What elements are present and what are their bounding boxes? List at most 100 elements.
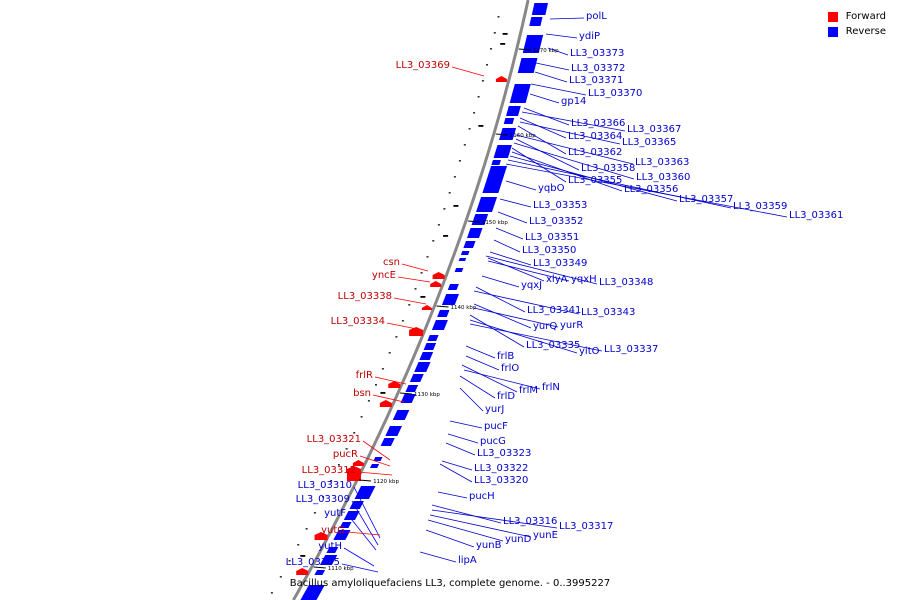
forward-gene-arrow xyxy=(352,460,364,466)
tick-mark xyxy=(380,392,386,394)
forward-gene-arrow xyxy=(388,381,401,388)
reverse-gene-label: yqxJ xyxy=(521,280,542,291)
reverse-leader-line xyxy=(427,519,504,542)
strand-dot xyxy=(395,336,398,338)
reverse-gene-label: pucH xyxy=(469,491,495,502)
reverse-gene-label: yurJ xyxy=(485,404,504,415)
reverse-gene-block xyxy=(460,251,470,255)
reverse-leader-line xyxy=(429,514,532,538)
strand-dot xyxy=(453,176,456,178)
reverse-leader-line xyxy=(465,355,500,371)
scale-tick xyxy=(313,566,326,569)
reverse-leader-line xyxy=(535,62,570,71)
tick-mark xyxy=(453,205,459,207)
legend-label-reverse: Reverse xyxy=(845,26,886,37)
forward-leader-line xyxy=(357,471,393,476)
reverse-gene-label: LL3_03358 xyxy=(581,163,635,174)
forward-gene-label: yutG xyxy=(321,525,345,536)
scale-tick xyxy=(518,48,531,51)
reverse-leader-line xyxy=(517,125,567,155)
forward-gene-label: LL3_03310 xyxy=(298,480,352,491)
tick-mark xyxy=(500,43,506,45)
reverse-gene-block xyxy=(471,214,489,225)
reverse-gene-block xyxy=(503,118,515,124)
reverse-leader-line xyxy=(473,303,532,329)
reverse-gene-label: LL3_03360 xyxy=(636,172,690,183)
strand-dot xyxy=(305,528,308,530)
reverse-gene-label: gp14 xyxy=(561,96,586,107)
reverse-gene-block xyxy=(441,294,459,305)
forward-gene-label: LL3_03369 xyxy=(396,60,450,71)
reverse-gene-block xyxy=(333,530,351,540)
reverse-gene-block xyxy=(400,394,416,403)
reverse-leader-line xyxy=(475,286,526,313)
reverse-gene-block xyxy=(373,457,383,461)
reverse-gene-label: LL3_03355 xyxy=(568,175,622,186)
reverse-leader-line xyxy=(505,180,537,191)
reverse-gene-block xyxy=(314,570,326,575)
scale-ticks: 1170 kbp 1160 kbp 1150 kbp 1140 kbp 1130 kbp… xyxy=(313,48,559,572)
scale-tick xyxy=(436,305,449,308)
forward-leader-line xyxy=(393,297,427,305)
reverse-leader-line xyxy=(497,211,528,224)
reverse-leader-line xyxy=(521,111,626,132)
reverse-gene-block xyxy=(423,343,437,350)
strand-dot xyxy=(477,96,480,98)
reverse-leader-line xyxy=(487,260,570,282)
reverse-leader-line xyxy=(463,369,541,390)
reverse-leader-line xyxy=(469,319,578,354)
forward-leader-line xyxy=(359,455,391,467)
reverse-gene-block xyxy=(419,352,434,360)
reverse-gene-label: ydiP xyxy=(579,31,600,42)
reverse-gene-label: yurQ xyxy=(533,321,557,332)
reverse-gene-label: LL3_03370 xyxy=(588,88,642,99)
reverse-gene-block xyxy=(385,426,402,436)
strand-dot xyxy=(345,448,348,450)
reverse-gene-block xyxy=(427,335,439,341)
reverse-leader-line xyxy=(431,504,502,524)
reverse-swatch-icon xyxy=(827,26,838,37)
reverse-gene-label: yunB xyxy=(476,540,502,551)
reverse-leader-line xyxy=(493,239,521,253)
reverse-gene-label: yunE xyxy=(533,530,558,541)
reverse-gene-label: LL3_03337 xyxy=(604,344,658,355)
reverse-leader-line xyxy=(505,163,788,218)
reverse-gene-label: LL3_03322 xyxy=(474,463,528,474)
reverse-gene-block xyxy=(405,385,419,392)
strand-dot xyxy=(486,64,488,66)
strand-dot xyxy=(270,592,273,594)
reverse-gene-block xyxy=(522,35,544,53)
reverse-gene-label: yqxH xyxy=(571,274,597,285)
reverse-gene-label: LL3_03371 xyxy=(569,75,623,86)
strand-dot xyxy=(493,32,496,34)
reverse-gene-label: LL3_03350 xyxy=(522,245,576,256)
forward-leader-line xyxy=(362,440,391,461)
reverse-gene-block xyxy=(447,284,459,290)
strand-dot xyxy=(375,384,377,386)
reverse-gene-block xyxy=(509,84,531,103)
strand-dot xyxy=(443,208,446,210)
strand-dot xyxy=(288,560,291,562)
legend-label-forward: Forward xyxy=(845,11,886,22)
reverse-gene-label: LL3_03348 xyxy=(599,277,653,288)
reverse-leader-line xyxy=(461,364,518,393)
reverse-gene-label: LL3_03357 xyxy=(679,194,733,205)
forward-gene-arrow xyxy=(409,327,424,336)
reverse-leader-line xyxy=(447,433,479,444)
reverse-gene-label: LL3_03316 xyxy=(503,516,557,527)
reverse-gene-block xyxy=(339,522,352,528)
reverse-leader-line xyxy=(487,257,545,282)
forward-swatch-icon xyxy=(827,11,838,22)
reverse-gene-block xyxy=(343,511,360,520)
strand-dot xyxy=(414,288,417,290)
strand-dot xyxy=(497,16,500,18)
reverse-gene-block xyxy=(414,362,431,372)
reverse-gene-block xyxy=(409,374,424,382)
reverse-leader-line xyxy=(465,345,496,359)
reverse-leader-line xyxy=(469,314,525,348)
reverse-gene-block xyxy=(437,310,450,317)
forward-gene-arrow xyxy=(430,281,442,287)
reverse-leader-line xyxy=(459,387,484,412)
reverse-gene-block xyxy=(369,464,380,468)
forward-gene-arrow xyxy=(495,76,507,82)
